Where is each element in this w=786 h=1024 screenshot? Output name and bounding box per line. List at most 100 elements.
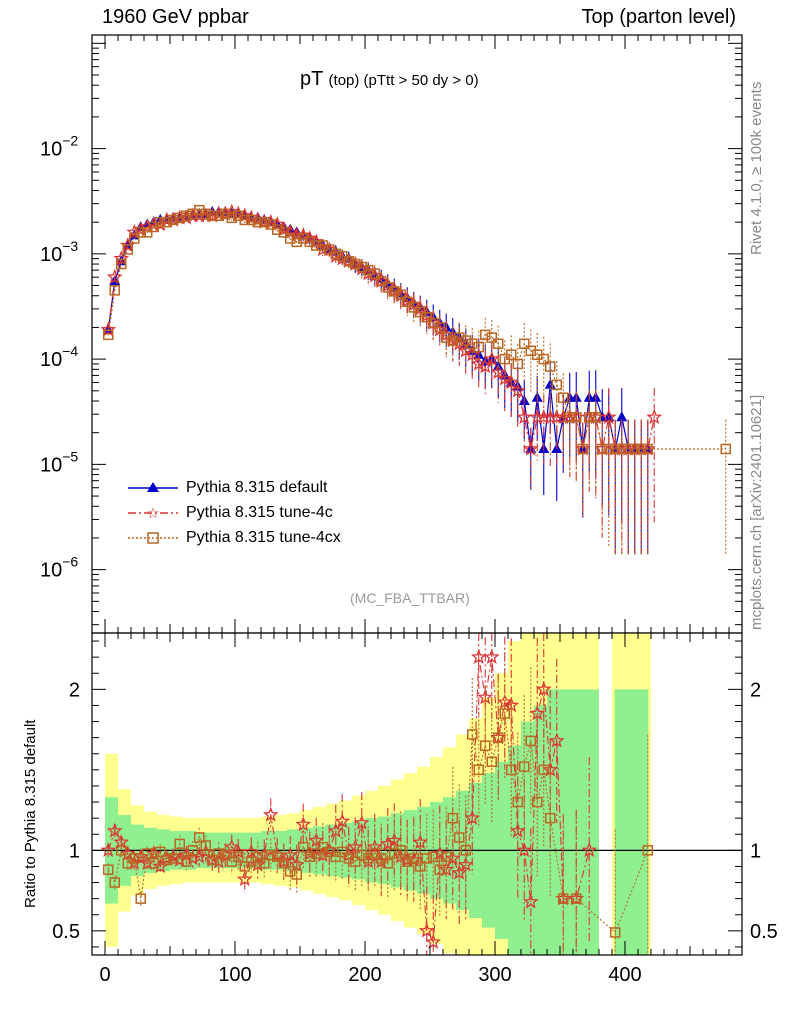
ratio-point xyxy=(389,848,400,859)
data-point xyxy=(363,264,374,276)
ratio-point xyxy=(529,705,546,721)
ratio-point xyxy=(548,732,565,748)
ratio-point xyxy=(272,851,283,863)
data-point xyxy=(597,443,608,455)
legend-label-tune4cx: Pythia 8.315 tune-4cx xyxy=(186,529,341,546)
band-inner xyxy=(573,689,586,955)
ratio-point xyxy=(161,854,172,866)
ratio-point xyxy=(285,866,296,877)
data-point xyxy=(460,335,471,346)
data-point xyxy=(610,443,621,455)
band-inner xyxy=(614,689,649,955)
ratio-point xyxy=(259,857,270,869)
legend-entry-default: Pythia 8.315 default xyxy=(128,477,327,499)
legend-label-tune4c: Pythia 8.315 tune-4c xyxy=(186,504,333,521)
x-tick-label: 300 xyxy=(478,964,511,986)
ratio-point xyxy=(184,850,201,866)
ratio-point xyxy=(148,857,159,869)
analysis-watermark: (MC_FBA_TTBAR) xyxy=(350,590,470,606)
ratio-point xyxy=(486,756,497,768)
ratio-point xyxy=(434,864,445,875)
data-point xyxy=(642,443,653,455)
data-point xyxy=(168,214,179,226)
band-inner xyxy=(521,721,534,955)
series-line xyxy=(107,209,726,450)
data-point xyxy=(181,210,192,222)
data-point xyxy=(100,321,117,337)
data-point xyxy=(304,236,315,248)
data-point xyxy=(538,353,549,365)
data-point xyxy=(109,285,120,296)
data-point xyxy=(311,240,322,251)
ratio-point xyxy=(493,732,504,743)
data-point xyxy=(298,233,309,244)
x-tick-label: 200 xyxy=(348,964,381,986)
ratio-point xyxy=(470,648,487,664)
data-point xyxy=(402,296,413,308)
ratio-point xyxy=(477,689,494,705)
header-process: Top (parton level) xyxy=(581,6,736,28)
legend-label-default: Pythia 8.315 default xyxy=(186,479,328,496)
data-point xyxy=(142,227,153,238)
ratio-point xyxy=(291,869,302,880)
ratio-point xyxy=(129,853,140,864)
data-point xyxy=(506,349,517,361)
ratio-panel: 0 100 200 300 400 0.5 0.5 1 1 2 2 xyxy=(52,632,778,986)
data-point xyxy=(480,329,491,341)
data-point xyxy=(285,233,296,244)
data-point xyxy=(369,268,380,279)
ratio-point xyxy=(467,729,478,740)
data-point xyxy=(447,335,458,346)
ratio-point xyxy=(314,846,331,862)
data-point xyxy=(584,412,595,423)
ratio-point xyxy=(181,856,192,867)
y-tick-exponent: −3 xyxy=(62,238,78,254)
data-point xyxy=(493,338,504,349)
plot-title-main: pT xyxy=(300,68,323,90)
data-point xyxy=(155,216,166,228)
ratio-point xyxy=(538,764,549,776)
ratio-point xyxy=(262,806,279,822)
data-point xyxy=(106,268,123,284)
data-point xyxy=(103,329,114,341)
data-point xyxy=(343,256,354,267)
data-point xyxy=(571,412,582,423)
data-point xyxy=(720,443,731,455)
ratio-point xyxy=(545,812,556,824)
ratio-point xyxy=(483,648,500,664)
ratio-point xyxy=(327,822,344,838)
data-point xyxy=(122,244,133,255)
data-point xyxy=(350,258,361,270)
rivet-version-label: Rivet 4.1.0, ≥ 100k events xyxy=(748,81,765,255)
band-inner xyxy=(560,689,573,955)
plot-title-sub: (top) (pTtt > 50 dy > 0) xyxy=(328,72,479,89)
legend-marker-tune4c: ☆ xyxy=(128,504,178,522)
data-point xyxy=(278,227,289,238)
ratio-point xyxy=(298,841,309,853)
y-tick-label: 10−5 xyxy=(40,448,78,476)
ratio-y-tick-label-right: 2 xyxy=(750,679,761,701)
ratio-point xyxy=(460,845,471,856)
ratio-point xyxy=(278,857,289,869)
ratio-point xyxy=(447,812,458,824)
data-point xyxy=(272,224,283,235)
data-point xyxy=(200,208,211,220)
data-point xyxy=(389,286,400,297)
data-point xyxy=(629,443,640,455)
ratio-point xyxy=(418,922,435,938)
data-point xyxy=(116,258,127,270)
ratio-point xyxy=(135,893,146,904)
ratio-y-axis-label: Ratio to Pythia 8.315 default xyxy=(22,719,39,908)
data-point xyxy=(246,214,257,226)
data-point xyxy=(330,248,341,260)
mcplots-reference-label: mcplots.cern.ch [arXiv:2401.10621] xyxy=(748,394,765,630)
ratio-point xyxy=(441,851,452,863)
ratio-y-tick-label: 1 xyxy=(69,840,80,862)
ratio-point xyxy=(106,822,123,838)
ratio-point xyxy=(454,832,465,843)
ratio-point xyxy=(132,848,149,864)
data-point xyxy=(490,364,507,379)
y-tick-label: 10−2 xyxy=(40,133,78,161)
header-energy: 1960 GeV ppbar xyxy=(102,6,249,28)
